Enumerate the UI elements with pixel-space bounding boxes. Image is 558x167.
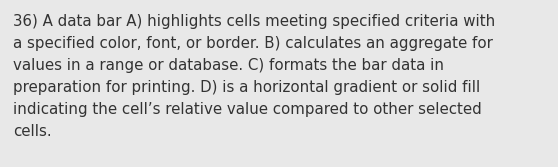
Text: values in a range or database. C) formats the bar data in: values in a range or database. C) format… [13, 58, 444, 73]
Text: 36) A data bar A) highlights cells meeting specified criteria with: 36) A data bar A) highlights cells meeti… [13, 14, 496, 29]
Text: preparation for printing. D) is a horizontal gradient or solid fill: preparation for printing. D) is a horizo… [13, 80, 480, 95]
Text: cells.: cells. [13, 124, 52, 139]
Text: indicating the cell’s relative value compared to other selected: indicating the cell’s relative value com… [13, 102, 482, 117]
Text: a specified color, font, or border. B) calculates an aggregate for: a specified color, font, or border. B) c… [13, 36, 493, 51]
